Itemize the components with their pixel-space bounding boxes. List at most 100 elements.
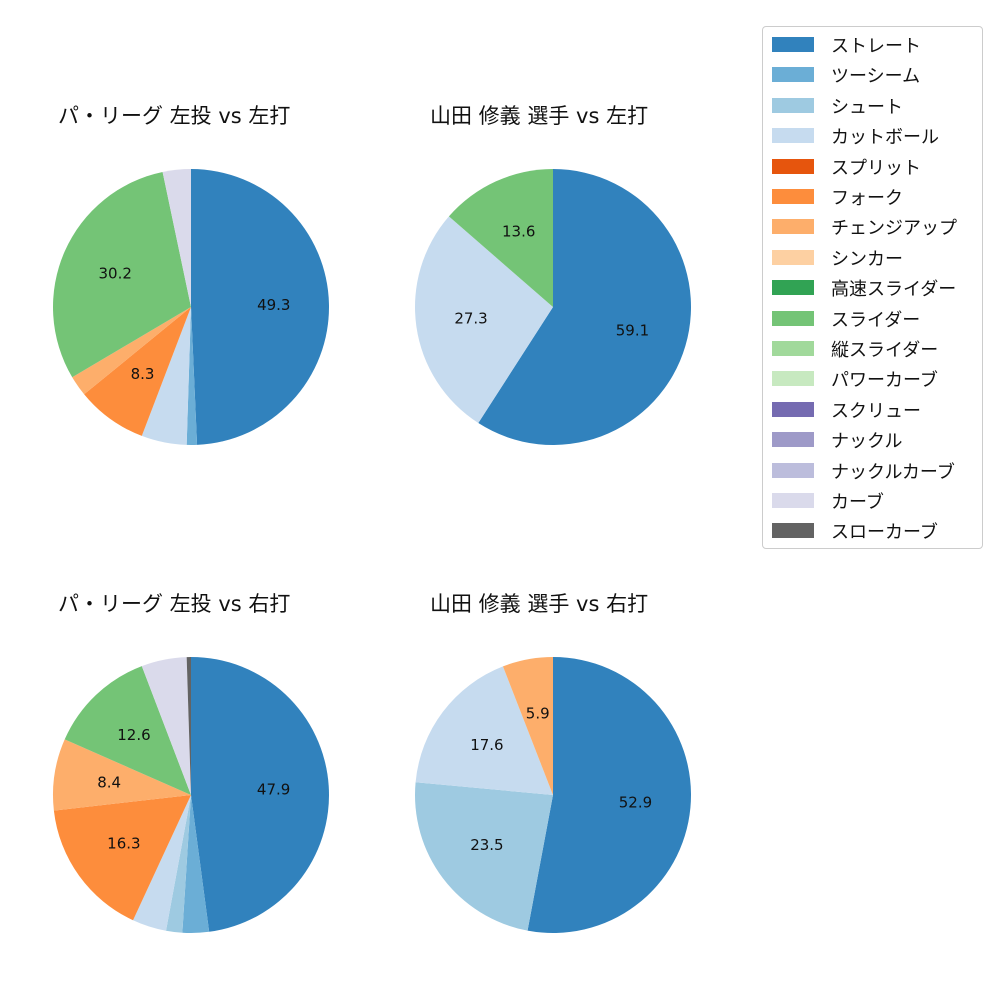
legend-item: 縦スライダー	[763, 333, 982, 363]
pie-slice	[141, 307, 191, 445]
legend-swatch	[772, 401, 814, 417]
pie-slice	[182, 795, 210, 933]
chart-title: 山田 修義 選手 vs 右打	[430, 592, 649, 616]
legend-swatch	[772, 37, 814, 52]
slice-label: 8.4	[97, 774, 121, 792]
legend-label: 高速スライダー	[831, 279, 957, 301]
legend-label: カットボール	[831, 127, 939, 149]
pie-slice	[53, 739, 192, 811]
legend-item: ツーシーム	[763, 59, 982, 89]
legend-item: チェンジアップ	[763, 211, 982, 241]
pie-slice	[84, 307, 191, 436]
slice-label: 59.1	[616, 321, 649, 339]
pie-slice	[53, 795, 191, 921]
legend-label: スクリュー	[831, 400, 921, 422]
chart-title: パ・リーグ 左投 vs 右打	[58, 592, 291, 616]
slice-label: 23.5	[470, 836, 503, 854]
slice-label: 49.3	[257, 296, 290, 314]
legend-label: チェンジアップ	[831, 218, 957, 240]
legend-label: フォーク	[831, 188, 903, 209]
pie-slice	[133, 795, 191, 931]
pie-slice	[52, 171, 191, 378]
legend-item: ナックルカーブ	[763, 455, 982, 485]
pie: 59.1 27.3 13.6	[415, 169, 691, 445]
pie-slice	[415, 666, 553, 795]
pie: 47.9 16.3 8.4 12.6	[53, 657, 330, 933]
legend-item: カーブ	[763, 485, 982, 515]
pie-slice	[527, 657, 691, 933]
legend-item: ストレート	[763, 29, 982, 59]
legend-label: カーブ	[831, 492, 884, 513]
chart-title: 山田 修義 選手 vs 左打	[430, 104, 649, 128]
legend-item: ナックル	[763, 424, 982, 454]
legend-swatch	[772, 462, 814, 478]
pie-slice	[186, 657, 191, 795]
pie-chart-yamada-vs-lhb: 山田 修義 選手 vs 左打 59.1 27.3 13.6	[383, 100, 723, 520]
pie-chart-league-lhp-vs-lhb: パ・リーグ 左投 vs 左打 49.3 8.3 30.2	[21, 100, 361, 520]
legend-swatch	[772, 280, 814, 296]
pie-slice	[191, 169, 330, 445]
slice-label: 52.9	[619, 794, 652, 812]
legend-item: 高速スライダー	[763, 272, 982, 302]
pie-slice	[478, 169, 691, 445]
legend-swatch	[772, 249, 814, 265]
legend-swatch	[772, 523, 814, 539]
legend-item: スクリュー	[763, 394, 982, 424]
legend-item: スライダー	[763, 303, 982, 333]
slice-label: 12.6	[117, 726, 150, 744]
legend-label: スプリット	[831, 157, 921, 179]
pie-slice	[186, 307, 198, 446]
pie-slice	[162, 169, 191, 307]
legend-swatch	[772, 493, 814, 508]
pie-slice	[191, 657, 330, 932]
legend-swatch	[772, 67, 814, 83]
legend-item: パワーカーブ	[763, 363, 982, 393]
legend-swatch	[772, 128, 814, 144]
legend-item: フォーク	[763, 181, 982, 211]
slice-label: 16.3	[107, 834, 140, 852]
legend-swatch	[772, 158, 814, 174]
legend-label: シンカー	[831, 248, 903, 270]
slice-label: 13.6	[502, 223, 535, 241]
pie-slice	[165, 795, 191, 933]
legend-label: ツーシーム	[831, 66, 921, 88]
pie-slice	[448, 169, 553, 307]
slice-label: 47.9	[257, 781, 290, 799]
slice-label: 27.3	[454, 310, 487, 328]
legend-label: スローカーブ	[831, 522, 938, 544]
legend-item: スプリット	[763, 151, 982, 181]
legend-item: スローカーブ	[763, 515, 982, 545]
pie-slice	[64, 666, 191, 795]
pie-slice	[415, 216, 553, 424]
legend-label: スライダー	[831, 309, 921, 331]
legend-label: パワーカーブ	[831, 370, 938, 392]
legend-swatch	[772, 97, 814, 113]
legend-swatch	[772, 371, 814, 387]
pie-slice	[502, 657, 553, 795]
pie-slice	[415, 782, 553, 931]
legend-item: カットボール	[763, 120, 982, 150]
legend-item: シュート	[763, 90, 982, 120]
slice-label: 8.3	[131, 365, 155, 383]
legend-swatch	[772, 189, 814, 204]
legend-label: シュート	[831, 96, 903, 118]
legend-swatch	[772, 341, 814, 356]
pie: 52.9 23.5 17.6 5.9	[415, 657, 691, 933]
legend-label: 縦スライダー	[831, 340, 939, 361]
pie-chart-league-lhp-vs-rhb: パ・リーグ 左投 vs 右打 47.9 16.3 8.4 12.6	[21, 588, 361, 1008]
slice-label: 5.9	[526, 705, 550, 723]
legend-swatch	[772, 432, 814, 448]
legend-label: ストレート	[831, 36, 921, 57]
slice-label: 30.2	[99, 265, 132, 283]
legend-swatch	[772, 310, 814, 326]
chart-title: パ・リーグ 左投 vs 左打	[58, 104, 291, 128]
legend-label: ナックル	[831, 431, 903, 453]
pie-slice	[72, 307, 191, 395]
pie-chart-yamada-vs-rhb: 山田 修義 選手 vs 右打 52.9 23.5 17.6 5.9	[383, 588, 723, 1008]
slice-label: 17.6	[470, 736, 503, 754]
legend-swatch	[772, 219, 814, 235]
legend-label: ナックルカーブ	[831, 461, 955, 483]
pie-slice	[141, 657, 191, 795]
pie: 49.3 8.3 30.2	[52, 169, 330, 446]
legend: ストレートツーシームシュートカットボール スプリットフォークチェンジアップ シンカー…	[762, 26, 983, 549]
